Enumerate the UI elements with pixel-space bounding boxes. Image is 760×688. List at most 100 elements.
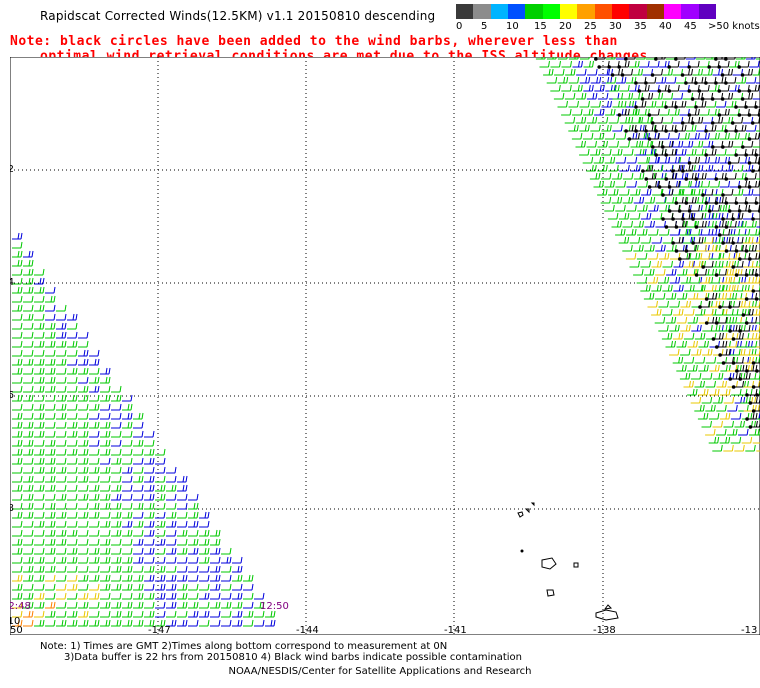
scale-label: >50 knots [708,21,760,32]
wind-barb [640,236,652,244]
wind-barb [232,565,243,573]
wind-barb [67,583,78,591]
wind-barb [155,583,166,591]
contamination-dot [674,249,679,253]
wind-barb [647,252,659,260]
contamination-dot [617,65,621,69]
wind-barb [719,132,730,140]
wind-barb [56,367,67,375]
wind-barb [166,592,177,600]
wind-barb [45,394,56,402]
wind-barb [601,124,612,132]
wind-speed-scale-labels: 0 5 10 15 20 25 30 35 40 45 >50 knots [456,19,760,33]
wind-barb [629,236,641,244]
wind-barb [133,601,144,609]
wind-barb [89,574,100,582]
wind-barb [133,511,144,519]
wind-barb [144,601,155,609]
wind-barb [133,529,144,537]
wind-barb [12,349,23,357]
contamination-dot [627,137,632,141]
wind-barb [23,457,34,465]
wind-barb [633,172,645,180]
wind-barb [144,520,155,528]
wind-barb [89,412,100,420]
wind-barb [23,502,34,510]
wind-barb [67,448,78,456]
wind-barb [723,284,734,292]
wind-barb [752,442,760,444]
wind-barb [89,511,100,519]
wind-barb [34,331,45,339]
wind-barb [67,547,78,555]
wind-barb [665,316,677,324]
wind-barb [34,475,45,483]
wind-barb [133,466,144,474]
wind-barb [605,108,616,116]
wind-barb [723,420,734,428]
contamination-dot [751,385,756,389]
wind-barb [701,372,713,380]
wind-barb [12,367,23,375]
wind-barb [67,520,78,528]
wind-barb [583,84,594,92]
wind-barb [23,466,34,474]
wind-barb [692,140,704,148]
wind-barb [618,212,630,220]
wind-barb [111,610,122,618]
wind-barb [687,340,698,348]
wind-barb [243,610,254,618]
contamination-dot [687,65,691,69]
wind-barb [23,340,34,348]
wind-barb [12,457,23,465]
contamination-dot [745,393,749,397]
contamination-dot [714,273,719,277]
wind-barb [45,493,56,501]
contamination-dot [690,121,695,125]
wind-barb [655,268,666,276]
wind-barb [616,100,627,108]
wind-barb [199,583,210,591]
wind-barb [676,292,688,300]
wind-barb [155,520,166,528]
wind-barb [188,529,199,537]
contamination-dot [687,161,692,165]
wind-barb [78,358,89,366]
contamination-dot [610,73,615,77]
wind-barb [56,484,67,492]
contamination-dot [654,57,658,61]
contamination-dot [720,73,725,77]
contamination-dot [747,137,752,141]
wind-barb [56,592,67,600]
wind-barb [579,76,591,84]
wind-barb [188,592,199,600]
wind-barb [682,188,694,196]
contamination-dot [657,185,662,189]
island-outline [603,604,613,610]
wind-barb [78,331,89,339]
wind-barb [221,556,232,564]
wind-barb [111,448,122,456]
wind-barb [719,412,731,420]
contamination-dot [731,241,735,245]
wind-barb [683,332,695,340]
contamination-dot [738,329,742,333]
contamination-dot [684,81,688,85]
wind-barb [729,132,740,140]
wind-barb [56,439,67,447]
wind-barb [111,466,122,474]
wind-barb [722,164,734,172]
wind-barb [34,538,45,546]
wind-barb [133,592,144,600]
wind-barb [597,140,608,148]
contamination-dot [661,193,665,197]
wind-barb [699,252,711,260]
wind-barb [752,146,760,148]
wind-barb [713,260,724,268]
wind-barb [694,404,705,412]
wind-barb [166,619,177,627]
wind-barb [78,466,89,474]
contamination-dot [747,89,752,93]
wind-barb [682,140,694,148]
wind-barb [155,466,166,474]
